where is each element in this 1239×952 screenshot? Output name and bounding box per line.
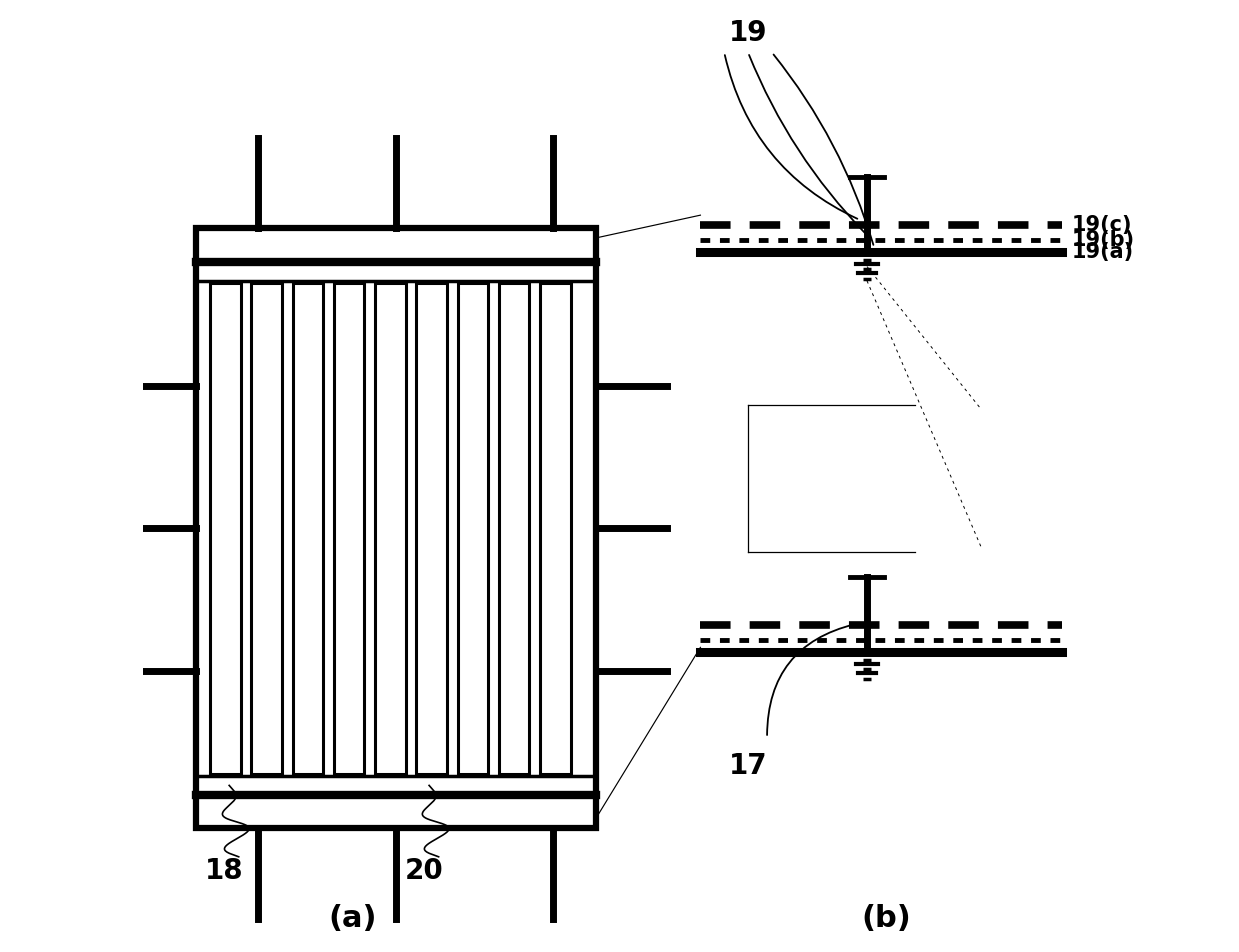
Bar — [252, 283, 281, 774]
Bar — [196, 228, 596, 828]
Bar — [375, 283, 405, 774]
Bar — [333, 283, 364, 774]
Text: 19: 19 — [729, 19, 767, 48]
Text: 19(a): 19(a) — [1072, 242, 1134, 263]
Text: 19(b): 19(b) — [1072, 229, 1135, 250]
Bar — [211, 283, 240, 774]
Text: (b): (b) — [861, 904, 911, 933]
Text: 20: 20 — [405, 857, 444, 885]
Bar — [540, 283, 571, 774]
Bar — [416, 283, 447, 774]
Bar — [457, 283, 488, 774]
Bar — [292, 283, 323, 774]
Text: (a): (a) — [328, 904, 377, 933]
Bar — [499, 283, 529, 774]
Text: 18: 18 — [206, 857, 244, 885]
Text: 17: 17 — [729, 752, 767, 781]
Text: 19(c): 19(c) — [1072, 214, 1132, 235]
